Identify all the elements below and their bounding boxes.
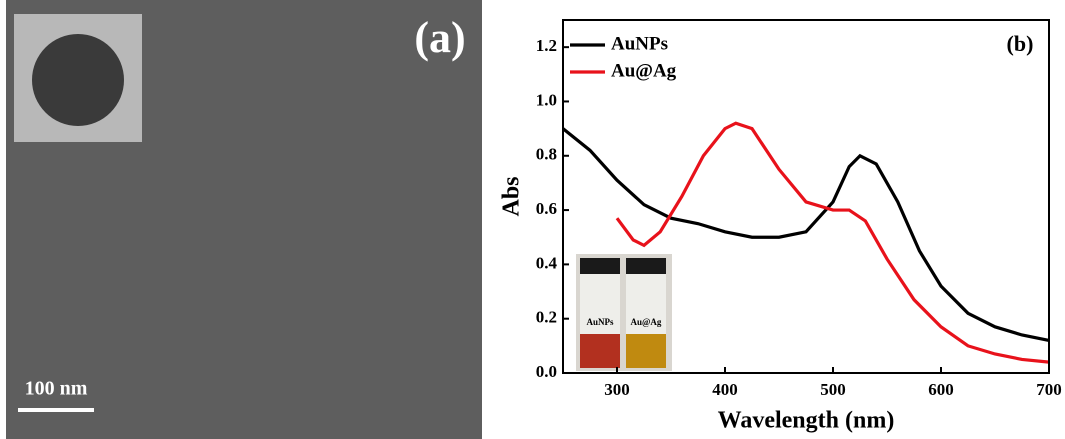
- x-tick-label: 400: [712, 380, 738, 399]
- panel-label: (b): [1007, 31, 1034, 56]
- y-axis-label: Abs: [499, 176, 525, 216]
- vial-cap: [580, 258, 620, 274]
- y-tick-label: 0.6: [536, 199, 557, 218]
- x-tick-label: 500: [820, 380, 846, 399]
- scale-bar-label: 100 nm: [25, 378, 88, 400]
- y-tick-label: 1.0: [536, 90, 557, 109]
- y-tick-label: 0.0: [536, 362, 557, 381]
- sem-image: (a) 100 nm: [6, 0, 482, 439]
- vial-label: Au@Ag: [631, 317, 662, 327]
- y-tick-label: 0.4: [536, 253, 558, 272]
- page: {"image_panel": {"label": "(a)", "scale_…: [0, 0, 1065, 439]
- tem-particle: [32, 34, 124, 126]
- legend-label: AuNPs: [611, 33, 668, 54]
- y-tick-label: 0.8: [536, 145, 557, 164]
- x-axis-label: Wavelength (nm): [718, 408, 895, 434]
- x-tick-label: 700: [1036, 380, 1062, 399]
- vial-photo: AuNPs Au@Ag: [576, 254, 672, 371]
- vial-liquid: [626, 334, 666, 368]
- figure: (a) 100 nm AuNPs Au@Ag AuNPs Au@Ag 300 400 5…: [0, 0, 1065, 439]
- vial-liquid: [580, 334, 620, 368]
- legend-label: Au@Ag: [611, 60, 677, 81]
- panel-label: (a): [414, 13, 465, 62]
- y-tick-label: 0.2: [536, 308, 557, 327]
- x-tick-label: 300: [604, 380, 630, 399]
- data-line: [617, 123, 1049, 362]
- vial-cap: [626, 258, 666, 274]
- y-tick-label: 1.2: [536, 36, 557, 55]
- x-tick-label: 600: [928, 380, 954, 399]
- vial-label: AuNPs: [586, 317, 614, 327]
